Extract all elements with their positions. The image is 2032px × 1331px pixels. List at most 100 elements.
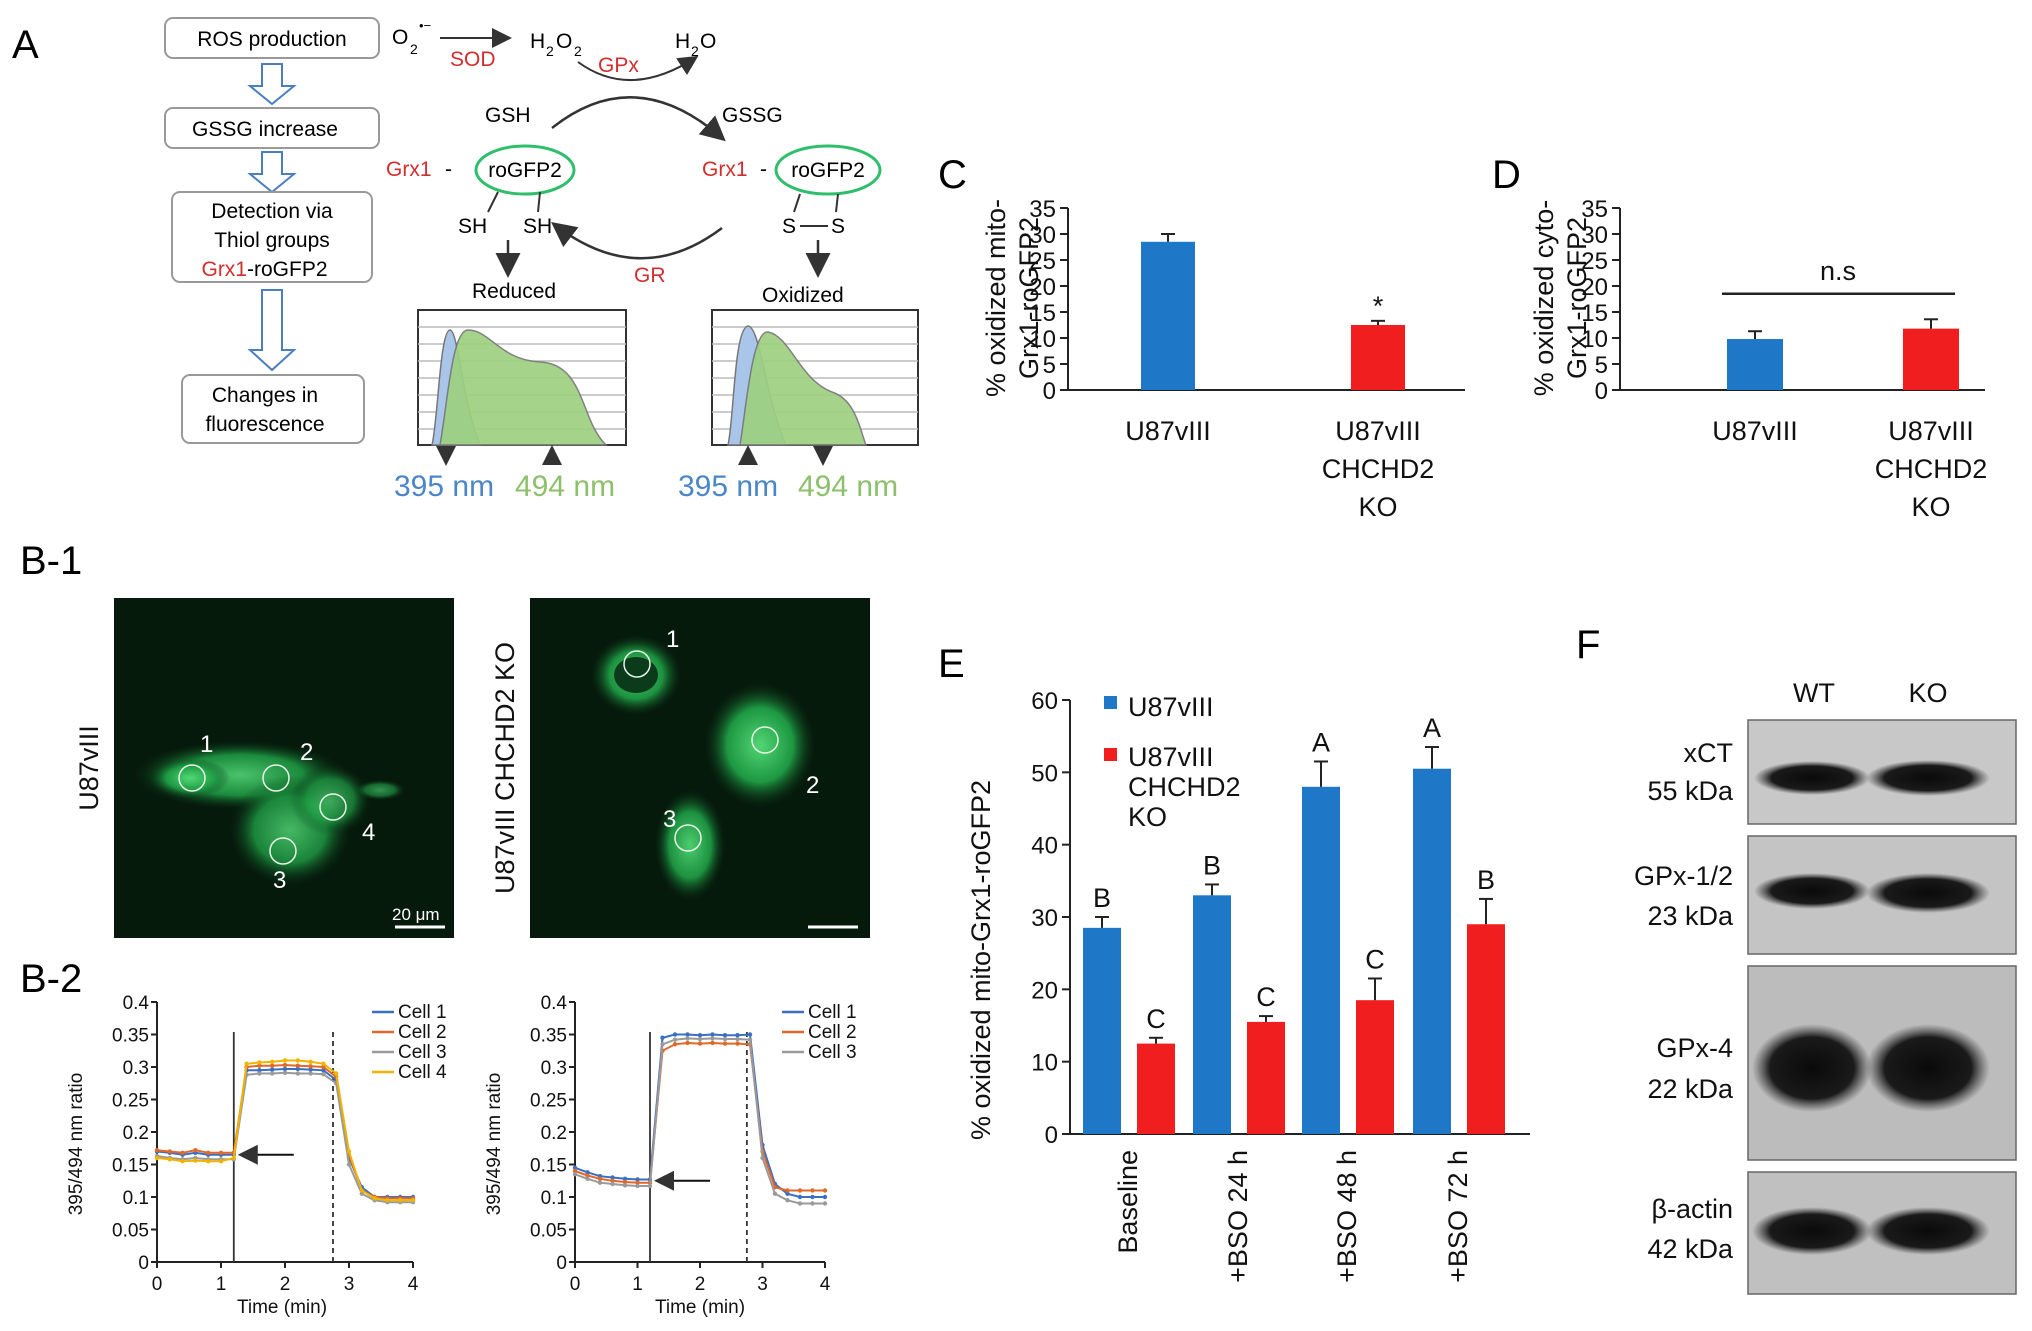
data-point <box>685 1036 690 1041</box>
d-category-2a: U87vIII <box>1888 416 1974 446</box>
data-point <box>622 1183 628 1188</box>
significance-letter: B <box>1093 883 1111 913</box>
y-tick-label: 0.25 <box>530 1091 567 1112</box>
data-point <box>672 1042 678 1047</box>
data-point <box>321 1071 326 1077</box>
blot-name: xCT <box>1684 738 1734 768</box>
data-point <box>282 1062 288 1068</box>
series-line <box>574 1033 825 1198</box>
y-tick-label: 0.2 <box>123 1123 149 1144</box>
data-point <box>257 1068 262 1073</box>
data-point <box>295 1063 300 1068</box>
data-point <box>346 1162 352 1167</box>
y-tick-label: 50 <box>1031 760 1058 787</box>
data-point <box>308 1067 313 1072</box>
micrograph-left: 1 2 3 4 20 μm <box>114 598 454 938</box>
flow-step-4a: Changes in <box>212 384 318 407</box>
scale-bar-label: 20 μm <box>392 905 440 924</box>
data-point <box>697 1036 703 1042</box>
h2o-text: H <box>675 30 690 53</box>
data-point <box>635 1177 640 1182</box>
e-legend-1: U87vIII <box>1128 692 1214 722</box>
chart-b2-right: 395/494 nm ratio Time (min) 0.4 0.35 0.3 0.… <box>484 993 857 1318</box>
y-tick-label: 25 <box>1581 248 1608 275</box>
gsh-label: GSH <box>485 104 531 127</box>
data-point <box>797 1201 803 1206</box>
data-point <box>822 1201 828 1206</box>
nm494-left: 494 nm <box>515 470 615 503</box>
b1-left-label: U87vIII <box>74 725 104 811</box>
data-point <box>810 1201 815 1206</box>
e-ylabel: % oxidized mito-Grx1-roGFP2 <box>966 780 996 1140</box>
y-tick-label: 0.15 <box>530 1156 567 1177</box>
bar <box>1727 339 1783 390</box>
data-point <box>308 1071 313 1076</box>
x-tick-label: 4 <box>408 1274 419 1295</box>
data-point <box>722 1032 728 1038</box>
o2-text: O <box>392 26 408 49</box>
b2-left-xlabel: Time (min) <box>237 1297 327 1318</box>
data-point <box>270 1059 275 1065</box>
grx1-label-right: Grx1 <box>702 158 748 181</box>
c-category-2c: KO <box>1358 492 1397 522</box>
series-line <box>156 1063 413 1200</box>
x-category-label: +BSO 72 h <box>1443 1150 1473 1283</box>
rogfp2-reduced-icon <box>474 144 576 196</box>
data-point <box>410 1198 416 1203</box>
o2-subscript: 2 <box>410 41 418 57</box>
chart-d: % oxidized cyto- Grx1-roGFP2 U87vIII U87… <box>1529 196 1987 522</box>
bar <box>1356 1000 1394 1134</box>
data-point <box>321 1061 326 1066</box>
data-point <box>797 1194 803 1200</box>
legend-label: Cell 2 <box>808 1022 857 1043</box>
y-tick-label: 0.4 <box>541 993 568 1014</box>
data-point <box>635 1183 640 1189</box>
sod-label: SOD <box>450 48 496 71</box>
y-tick-label: 10 <box>1029 326 1056 353</box>
y-tick-label: 0.2 <box>541 1123 567 1144</box>
gssg-label: GSSG <box>722 104 783 127</box>
western-blot: WT KO xCT 55 kDa GPx-1/2 23 kDa GPx-4 22… <box>1634 678 2017 1295</box>
data-point <box>257 1071 262 1076</box>
data-point <box>218 1150 224 1156</box>
bar <box>1083 927 1121 1134</box>
c-ylabel-2: Grx1-roGFP2 <box>1014 217 1044 379</box>
flow-chart: ROS production GSSG increase Detection v… <box>164 17 380 444</box>
y-tick-label: 20 <box>1029 274 1056 301</box>
bar <box>1302 786 1340 1134</box>
y-tick-label: 0 <box>1595 378 1608 405</box>
legend-label: Cell 3 <box>398 1042 447 1063</box>
y-tick-label: 15 <box>1581 300 1608 327</box>
data-point <box>572 1172 578 1177</box>
chart-e: % oxidized mito-Grx1-roGFP2 U87vIII U87v… <box>966 688 1530 1283</box>
s-label-2: S <box>831 215 845 238</box>
legend-label: Cell 1 <box>398 1002 447 1023</box>
d-ylabel-2: Grx1-roGFP2 <box>1562 217 1592 379</box>
data-point <box>193 1148 198 1153</box>
nm494-right: 494 nm <box>798 470 898 503</box>
bar <box>1137 1043 1175 1134</box>
x-tick-label: 3 <box>757 1274 768 1295</box>
y-tick-label: 40 <box>1031 833 1058 860</box>
data-point <box>334 1071 339 1076</box>
dash-left: - <box>445 158 452 181</box>
data-point <box>735 1036 740 1042</box>
c-ylabel-1: % oxidized mito- <box>981 199 1011 397</box>
data-point <box>585 1176 590 1182</box>
data-point <box>710 1032 715 1037</box>
bar <box>1141 241 1195 390</box>
y-tick-label: 0.3 <box>123 1058 149 1079</box>
cell-label: 1 <box>200 731 213 758</box>
panel-label-b2: B-2 <box>20 957 82 1001</box>
y-tick-label: 0.15 <box>112 1156 149 1177</box>
legend-label: Cell 3 <box>808 1042 857 1063</box>
x-tick-label: 4 <box>820 1274 831 1295</box>
y-tick-label: 20 <box>1031 977 1058 1004</box>
blot-kda: 22 kDa <box>1647 1074 1734 1104</box>
h2o2-sub2: 2 <box>574 43 582 59</box>
y-tick-label: 0.35 <box>530 1026 567 1047</box>
b2-right-xlabel: Time (min) <box>655 1297 745 1318</box>
significance-letter: C <box>1256 982 1276 1012</box>
legend-swatch-red <box>1104 748 1117 761</box>
gpx-label: GPx <box>598 54 639 77</box>
